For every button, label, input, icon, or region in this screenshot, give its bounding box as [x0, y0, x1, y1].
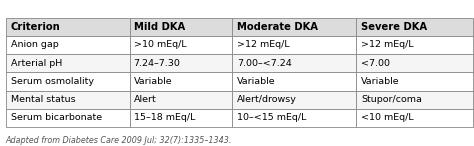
FancyBboxPatch shape — [356, 54, 473, 72]
Text: 15–18 mEq/L: 15–18 mEq/L — [134, 113, 195, 122]
Text: 10–<15 mEq/L: 10–<15 mEq/L — [237, 113, 307, 122]
FancyBboxPatch shape — [356, 36, 473, 54]
FancyBboxPatch shape — [129, 72, 232, 91]
FancyBboxPatch shape — [232, 72, 356, 91]
Text: Variable: Variable — [237, 77, 276, 86]
FancyBboxPatch shape — [129, 36, 232, 54]
FancyBboxPatch shape — [129, 91, 232, 109]
Text: Arterial pH: Arterial pH — [10, 59, 62, 68]
Text: Mild DKA: Mild DKA — [134, 22, 185, 32]
Text: Variable: Variable — [361, 77, 400, 86]
Text: Alert: Alert — [134, 95, 156, 104]
FancyBboxPatch shape — [232, 18, 356, 36]
FancyBboxPatch shape — [356, 109, 473, 127]
FancyBboxPatch shape — [356, 72, 473, 91]
Text: Moderate DKA: Moderate DKA — [237, 22, 319, 32]
Text: 7.00–<7.24: 7.00–<7.24 — [237, 59, 292, 68]
Text: Variable: Variable — [134, 77, 172, 86]
Text: <7.00: <7.00 — [361, 59, 390, 68]
Text: 7.24–7.30: 7.24–7.30 — [134, 59, 181, 68]
Text: Serum osmolality: Serum osmolality — [10, 77, 94, 86]
FancyBboxPatch shape — [6, 18, 129, 36]
Text: Criterion: Criterion — [10, 22, 60, 32]
FancyBboxPatch shape — [356, 18, 473, 36]
Text: <10 mEq/L: <10 mEq/L — [361, 113, 413, 122]
FancyBboxPatch shape — [129, 54, 232, 72]
Text: >12 mEq/L: >12 mEq/L — [361, 40, 413, 49]
FancyBboxPatch shape — [232, 54, 356, 72]
FancyBboxPatch shape — [232, 36, 356, 54]
FancyBboxPatch shape — [6, 109, 129, 127]
FancyBboxPatch shape — [129, 18, 232, 36]
Text: Alert/drowsy: Alert/drowsy — [237, 95, 297, 104]
Text: Stupor/coma: Stupor/coma — [361, 95, 422, 104]
FancyBboxPatch shape — [6, 72, 129, 91]
Text: >10 mEq/L: >10 mEq/L — [134, 40, 186, 49]
FancyBboxPatch shape — [232, 91, 356, 109]
Text: Adapted from Diabetes Care 2009 Jul; 32(7):1335–1343.: Adapted from Diabetes Care 2009 Jul; 32(… — [6, 136, 232, 145]
Text: Mental status: Mental status — [10, 95, 75, 104]
FancyBboxPatch shape — [356, 91, 473, 109]
FancyBboxPatch shape — [6, 91, 129, 109]
FancyBboxPatch shape — [232, 109, 356, 127]
FancyBboxPatch shape — [6, 54, 129, 72]
Text: Anion gap: Anion gap — [10, 40, 58, 49]
Text: Serum bicarbonate: Serum bicarbonate — [10, 113, 102, 122]
Text: Severe DKA: Severe DKA — [361, 22, 427, 32]
FancyBboxPatch shape — [6, 36, 129, 54]
Text: >12 mEq/L: >12 mEq/L — [237, 40, 290, 49]
FancyBboxPatch shape — [129, 109, 232, 127]
